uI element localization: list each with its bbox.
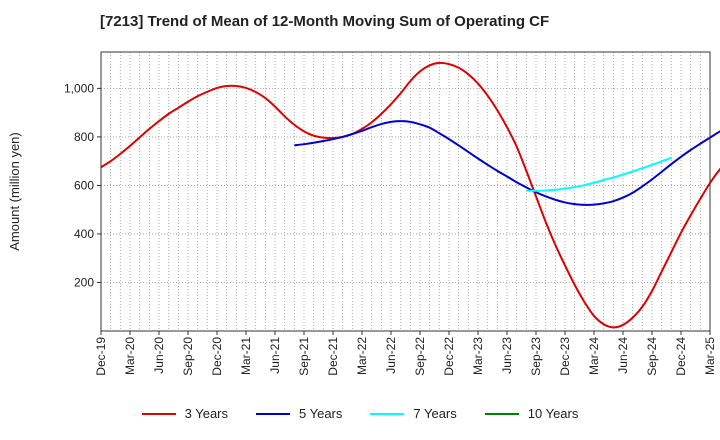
legend-swatch	[256, 412, 290, 415]
x-tick-label: Dec-24	[674, 337, 688, 376]
x-tick-label: Dec-23	[558, 337, 572, 376]
y-tick-label: 400	[74, 227, 94, 241]
grid	[101, 52, 710, 331]
legend-item: 3 Years	[141, 406, 228, 421]
legend-swatch	[141, 412, 176, 415]
y-tick-label: 200	[74, 275, 94, 289]
x-tick-label: Mar-23	[471, 337, 485, 375]
legend-label: 10 Years	[527, 406, 579, 421]
legend-label: 7 Years	[413, 406, 457, 421]
x-tick-label: Sep-23	[529, 337, 543, 376]
legend-swatch	[370, 412, 405, 415]
x-tick-label: Mar-22	[355, 337, 369, 375]
x-axis-ticks: Dec-19 Mar-20 Jun-20 Sep-20 Dec-20 Mar-21 Jun-…	[94, 331, 717, 376]
x-tick-label: Dec-19	[94, 337, 108, 376]
y-tick-label: 800	[74, 130, 94, 144]
x-tick-label: Jun-23	[500, 337, 514, 374]
chart-title: [7213] Trend of Mean of 12-Month Moving …	[100, 13, 550, 30]
series-line-7-years	[526, 156, 672, 192]
legend-label: 5 Years	[299, 406, 343, 421]
x-tick-label: Mar-24	[587, 337, 601, 375]
x-tick-label: Mar-21	[239, 337, 253, 375]
x-tick-label: Dec-22	[442, 337, 456, 376]
legend: 3 Years 5 Years 7 Years 10 Years	[0, 406, 720, 421]
y-tick-label: 1,000	[64, 81, 94, 95]
x-tick-label: Sep-22	[413, 337, 427, 376]
x-tick-label: Dec-21	[326, 337, 340, 376]
x-tick-label: Jun-21	[268, 337, 282, 374]
legend-item: 10 Years	[484, 406, 579, 421]
x-tick-label: Dec-20	[210, 337, 224, 376]
legend-item: 5 Years	[256, 406, 342, 421]
legend-label: 3 Years	[184, 406, 228, 421]
x-tick-label: Sep-24	[645, 337, 659, 376]
y-axis-label: Amount (million yen)	[7, 132, 22, 251]
x-tick-label: Mar-25	[703, 337, 717, 375]
x-tick-label: Jun-24	[616, 337, 630, 374]
x-tick-label: Sep-21	[297, 337, 311, 376]
plot-frame	[100, 51, 711, 332]
y-axis-ticks: 200 400 600 800 1,000	[64, 81, 101, 289]
x-tick-label: Jun-20	[152, 337, 166, 374]
series-line-5-years	[294, 120, 720, 206]
legend-item: 7 Years	[370, 406, 457, 421]
x-tick-label: Sep-20	[181, 337, 195, 376]
x-tick-label: Mar-20	[123, 337, 137, 375]
legend-swatch	[484, 412, 519, 415]
series-line-3-years	[100, 61, 720, 329]
y-tick-label: 600	[74, 178, 94, 192]
series-lines	[100, 61, 720, 329]
x-tick-label: Jun-22	[384, 337, 398, 374]
